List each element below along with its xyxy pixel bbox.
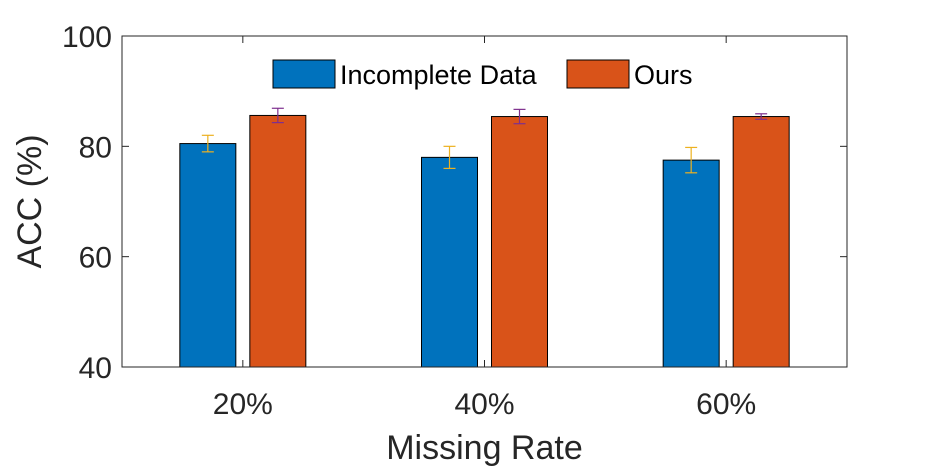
legend-label: Ours bbox=[634, 60, 693, 90]
error-bar-ours-3 bbox=[755, 113, 768, 120]
bar-incomplete-data-3 bbox=[662, 159, 720, 368]
legend-label: Incomplete Data bbox=[340, 60, 538, 90]
y-tick-label: 40 bbox=[79, 352, 112, 385]
legend-swatch bbox=[272, 59, 336, 89]
legend-swatch bbox=[566, 59, 630, 89]
plot-frame bbox=[121, 35, 848, 368]
error-bar-ours-1 bbox=[271, 107, 284, 124]
plot-area bbox=[122, 36, 847, 367]
y-tick-label: 100 bbox=[62, 21, 112, 54]
bar-incomplete-data-1 bbox=[179, 143, 237, 368]
bar-ours-3 bbox=[732, 116, 790, 368]
x-axis-title: Missing Rate bbox=[386, 429, 583, 467]
bar-incomplete-data-2 bbox=[421, 156, 478, 368]
y-axis-title: ACC (%) bbox=[11, 134, 49, 268]
bar-ours-1 bbox=[249, 114, 307, 368]
error-bar-incomplete-data-1 bbox=[201, 134, 214, 153]
x-tick-label: 60% bbox=[696, 388, 756, 421]
error-bars-layer bbox=[201, 107, 768, 174]
error-bar-ours-2 bbox=[513, 108, 526, 125]
error-bar-incomplete-data-3 bbox=[685, 146, 698, 174]
x-tick-label: 40% bbox=[454, 388, 514, 421]
y-tick-label: 80 bbox=[79, 131, 112, 164]
legend-item-incomplete-data: Incomplete Data bbox=[272, 59, 538, 90]
y-tick-label: 60 bbox=[79, 242, 112, 275]
bar-ours-2 bbox=[491, 116, 548, 368]
x-tick-label: 20% bbox=[213, 388, 273, 421]
error-bar-incomplete-data-2 bbox=[443, 145, 456, 169]
legend: Incomplete Data Ours bbox=[272, 59, 693, 90]
axes-layer: 20% 40% 60% 40 60 80 100 bbox=[62, 21, 848, 421]
legend-item-ours: Ours bbox=[566, 59, 693, 90]
